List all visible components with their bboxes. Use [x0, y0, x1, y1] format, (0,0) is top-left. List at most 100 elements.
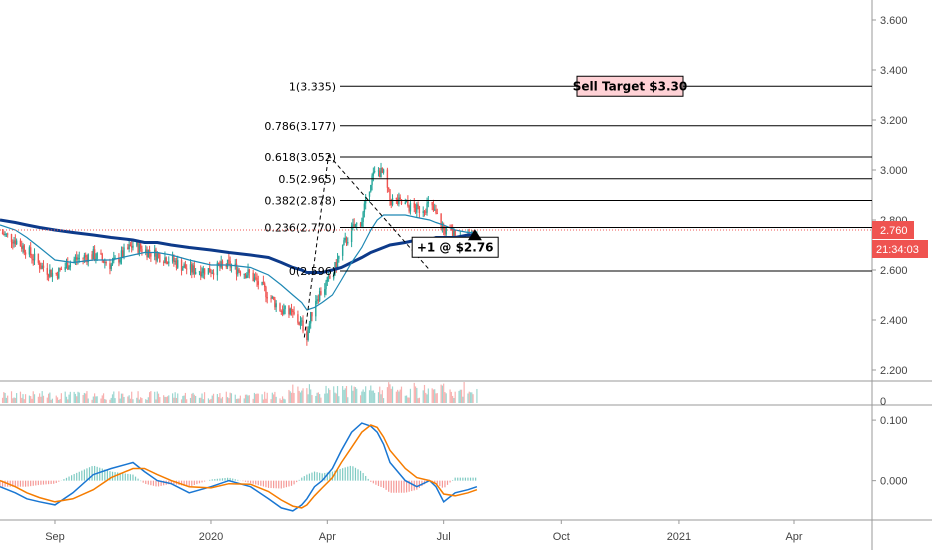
- macd-histogram-bar: [278, 480, 280, 489]
- volume-bar: [32, 391, 34, 403]
- candle-body: [382, 169, 385, 173]
- volume-bar: [381, 390, 383, 403]
- volume-bar: [453, 397, 455, 403]
- price-badge-box: [872, 221, 914, 239]
- volume-bar: [82, 395, 84, 403]
- candle-body: [395, 198, 398, 200]
- fib-label: 0.5(2.965): [278, 173, 336, 186]
- candle-body: [390, 200, 392, 205]
- volume-bar: [16, 393, 18, 403]
- candle-body: [58, 268, 60, 279]
- macd-histogram-bar: [469, 477, 472, 481]
- candle-body: [307, 330, 309, 341]
- candle-body: [148, 250, 151, 253]
- volume-bar: [472, 394, 474, 403]
- candle-body: [3, 233, 5, 236]
- volume-bar: [192, 392, 194, 403]
- volume-bar: [271, 392, 273, 403]
- macd-histogram-bar: [349, 465, 351, 481]
- candle-body: [127, 247, 129, 250]
- volume-bar: [371, 390, 373, 403]
- candle-body: [91, 254, 93, 260]
- volume-bar: [207, 398, 210, 403]
- volume-bar: [405, 395, 408, 403]
- macd-histogram-bar: [27, 480, 29, 487]
- candle-body: [426, 203, 428, 213]
- ema-fast-line: [0, 214, 477, 311]
- volume-bar: [374, 392, 376, 403]
- candle-body: [243, 274, 245, 275]
- macd-histogram-bar: [370, 480, 372, 482]
- candle-body: [64, 267, 66, 270]
- candle-body: [111, 260, 114, 265]
- volume-bar: [467, 393, 469, 403]
- candle-body: [311, 312, 313, 317]
- volume-bar: [476, 388, 478, 403]
- volume-bar: [138, 399, 140, 403]
- macd-histogram-bar: [104, 469, 106, 481]
- macd-histogram-bar: [416, 480, 418, 490]
- macd-histogram-bar: [219, 478, 221, 481]
- candle-body: [255, 277, 257, 279]
- volume-bar: [342, 386, 344, 403]
- volume-bar: [335, 393, 337, 403]
- macd-histogram-bar: [316, 472, 318, 481]
- candle-body: [408, 205, 410, 212]
- volume-bar: [51, 398, 54, 403]
- macd-histogram-bar: [58, 480, 60, 482]
- volume-bar: [212, 393, 215, 403]
- volume-bar: [459, 389, 461, 403]
- candle-body: [211, 272, 213, 274]
- macd-histogram-bar: [434, 480, 436, 484]
- volume-bar: [310, 389, 312, 403]
- volume-bar: [436, 393, 438, 403]
- candle-body: [173, 255, 175, 262]
- time-label: Oct: [553, 531, 570, 543]
- volume-bar: [324, 393, 326, 403]
- macd-histogram-bar: [311, 472, 313, 481]
- volume-bar: [156, 391, 158, 403]
- candle-body: [317, 299, 320, 301]
- candle-body: [92, 249, 95, 260]
- volume-bar: [14, 397, 16, 403]
- volume-bar: [462, 396, 464, 403]
- candle-body: [10, 234, 13, 243]
- countdown-badge-box: [872, 240, 928, 258]
- volume-bar: [253, 392, 256, 403]
- volume-bar: [104, 399, 106, 403]
- candle-body: [270, 298, 272, 300]
- candle-body: [377, 170, 380, 172]
- volume-bar: [76, 396, 78, 403]
- macd-histogram-bar: [193, 480, 195, 485]
- candle-body: [154, 249, 156, 257]
- candle-body: [136, 241, 138, 246]
- candle-body: [38, 262, 41, 269]
- volume-bar: [243, 398, 245, 403]
- macd-histogram-bar: [14, 480, 16, 487]
- macd-histogram-bar: [12, 480, 14, 487]
- macd-histogram-bar: [359, 470, 362, 481]
- macd-histogram-bar: [303, 476, 305, 481]
- volume-pane: [1, 382, 478, 403]
- macd-histogram-bar: [462, 477, 464, 481]
- price-tick-label: 3.000: [880, 165, 908, 177]
- volume-bar: [288, 389, 290, 403]
- volume-bar: [444, 392, 446, 403]
- candle-body: [51, 272, 54, 277]
- candle-body: [200, 271, 202, 277]
- macd-histogram-bar: [306, 474, 308, 481]
- macd-histogram-bar: [99, 467, 101, 481]
- volume-bar: [423, 384, 426, 403]
- candle-body: [352, 224, 354, 226]
- volume-bar: [311, 395, 313, 403]
- macd-histogram-bar: [467, 477, 469, 481]
- volume-bar: [166, 396, 169, 403]
- candle-body: [182, 267, 184, 271]
- volume-bar: [13, 397, 15, 403]
- volume-bar: [293, 392, 295, 403]
- macd-histogram-bar: [35, 480, 37, 486]
- macd-histogram-bar: [188, 480, 190, 487]
- volume-bar: [146, 399, 148, 403]
- macd-histogram-bar: [336, 469, 339, 481]
